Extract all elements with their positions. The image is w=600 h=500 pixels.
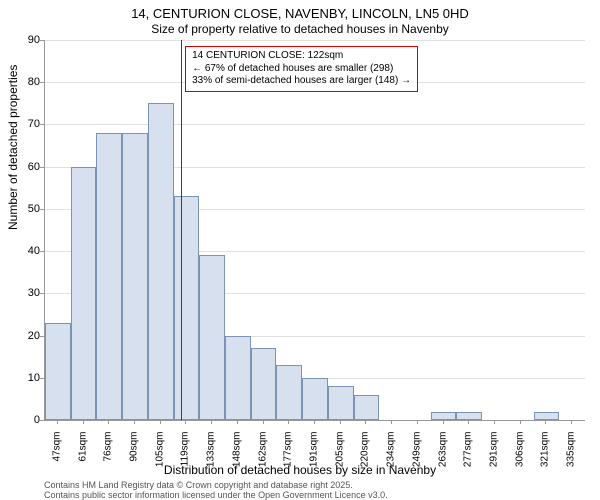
y-tick-mark xyxy=(40,82,44,83)
x-tick-label: 205sqm xyxy=(334,432,345,482)
x-tick-label: 277sqm xyxy=(463,432,474,482)
x-tick-label: 119sqm xyxy=(180,432,191,482)
y-tick-label: 80 xyxy=(10,76,40,88)
x-tick-label: 90sqm xyxy=(129,432,140,482)
y-tick-label: 40 xyxy=(10,245,40,257)
histogram-bar xyxy=(122,133,148,420)
x-tick-mark xyxy=(468,420,469,424)
x-tick-mark xyxy=(571,420,572,424)
y-tick-label: 20 xyxy=(10,330,40,342)
histogram-bar xyxy=(71,167,97,420)
x-tick-mark xyxy=(108,420,109,424)
x-tick-mark xyxy=(211,420,212,424)
x-tick-label: 61sqm xyxy=(77,432,88,482)
y-tick-mark xyxy=(40,167,44,168)
x-tick-mark xyxy=(237,420,238,424)
x-tick-label: 335sqm xyxy=(566,432,577,482)
callout-line: 14 CENTURION CLOSE: 122sqm xyxy=(192,50,411,63)
x-tick-mark xyxy=(83,420,84,424)
x-tick-mark xyxy=(443,420,444,424)
x-tick-mark xyxy=(494,420,495,424)
chart-title-main: 14, CENTURION CLOSE, NAVENBY, LINCOLN, L… xyxy=(0,6,600,21)
y-tick-mark xyxy=(40,420,44,421)
x-tick-label: 306sqm xyxy=(514,432,525,482)
x-tick-label: 148sqm xyxy=(231,432,242,482)
x-tick-label: 291sqm xyxy=(489,432,500,482)
x-tick-mark xyxy=(340,420,341,424)
x-tick-label: 249sqm xyxy=(411,432,422,482)
y-tick-label: 70 xyxy=(10,118,40,130)
x-tick-label: 162sqm xyxy=(257,432,268,482)
x-tick-mark xyxy=(365,420,366,424)
y-tick-mark xyxy=(40,293,44,294)
y-tick-mark xyxy=(40,209,44,210)
y-tick-mark xyxy=(40,251,44,252)
callout-box: 14 CENTURION CLOSE: 122sqm← 67% of detac… xyxy=(185,46,418,92)
y-tick-mark xyxy=(40,124,44,125)
x-tick-mark xyxy=(417,420,418,424)
x-tick-label: 133sqm xyxy=(206,432,217,482)
x-tick-mark xyxy=(391,420,392,424)
chart-title-sub: Size of property relative to detached ho… xyxy=(0,22,600,36)
x-tick-label: 234sqm xyxy=(386,432,397,482)
x-tick-label: 321sqm xyxy=(540,432,551,482)
footer-line-2: Contains public sector information licen… xyxy=(44,490,388,500)
histogram-bar xyxy=(199,255,225,420)
x-tick-mark xyxy=(160,420,161,424)
histogram-bar xyxy=(251,348,277,420)
y-tick-label: 10 xyxy=(10,372,40,384)
gridline xyxy=(45,40,585,41)
histogram-bar xyxy=(225,336,251,420)
x-tick-label: 263sqm xyxy=(437,432,448,482)
y-tick-label: 90 xyxy=(10,34,40,46)
plot-area: 14 CENTURION CLOSE: 122sqm← 67% of detac… xyxy=(44,40,585,421)
y-tick-mark xyxy=(40,378,44,379)
x-tick-label: 76sqm xyxy=(103,432,114,482)
histogram-bar xyxy=(45,323,71,420)
x-tick-label: 177sqm xyxy=(283,432,294,482)
histogram-bar xyxy=(534,412,560,420)
x-tick-mark xyxy=(263,420,264,424)
x-tick-label: 191sqm xyxy=(309,432,320,482)
histogram-bar xyxy=(456,412,482,420)
x-tick-mark xyxy=(545,420,546,424)
y-tick-label: 30 xyxy=(10,287,40,299)
histogram-bar xyxy=(431,412,457,420)
histogram-bar xyxy=(276,365,302,420)
x-tick-mark xyxy=(57,420,58,424)
footer-line-1: Contains HM Land Registry data © Crown c… xyxy=(44,480,353,490)
x-tick-mark xyxy=(134,420,135,424)
x-tick-mark xyxy=(520,420,521,424)
x-tick-mark xyxy=(185,420,186,424)
x-tick-mark xyxy=(314,420,315,424)
histogram-bar xyxy=(174,196,200,420)
y-tick-mark xyxy=(40,40,44,41)
y-tick-mark xyxy=(40,336,44,337)
x-tick-label: 220sqm xyxy=(360,432,371,482)
histogram-bar xyxy=(96,133,122,420)
y-tick-label: 50 xyxy=(10,203,40,215)
x-tick-mark xyxy=(288,420,289,424)
callout-line: ← 67% of detached houses are smaller (29… xyxy=(192,63,411,76)
x-axis-label: Distribution of detached houses by size … xyxy=(0,463,600,477)
x-tick-label: 105sqm xyxy=(154,432,165,482)
histogram-bar xyxy=(354,395,380,420)
marker-line xyxy=(181,40,182,420)
y-tick-label: 60 xyxy=(10,161,40,173)
chart-container: { "titles": { "main": "14, CENTURION CLO… xyxy=(0,0,600,500)
histogram-bar xyxy=(328,386,354,420)
callout-line: 33% of semi-detached houses are larger (… xyxy=(192,75,411,88)
gridline xyxy=(45,124,585,125)
histogram-bar xyxy=(302,378,328,420)
y-tick-label: 0 xyxy=(10,414,40,426)
x-tick-label: 47sqm xyxy=(51,432,62,482)
histogram-bar xyxy=(148,103,174,420)
